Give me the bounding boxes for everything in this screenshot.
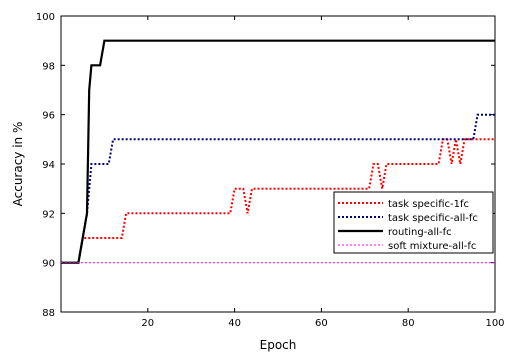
legend-label: task specific-all-fc bbox=[388, 213, 478, 224]
legend-label: routing-all-fc bbox=[388, 227, 452, 238]
y-tick-label: 88 bbox=[42, 308, 55, 319]
y-tick-label: 98 bbox=[42, 61, 55, 72]
x-tick-label: 60 bbox=[315, 318, 328, 329]
y-tick-label: 96 bbox=[42, 111, 55, 122]
series-layer bbox=[61, 39, 495, 264]
y-tick-label: 94 bbox=[42, 160, 55, 171]
series-line-task-specific-1fc bbox=[61, 138, 495, 264]
x-tick-label: 80 bbox=[402, 318, 415, 329]
y-axis-title: Accuracy in % bbox=[11, 122, 25, 207]
x-tick-label: 100 bbox=[485, 318, 504, 329]
y-axis-ticks: 88 90 92 94 96 98 100 bbox=[36, 12, 495, 319]
legend-label: soft mixture-all-fc bbox=[388, 241, 476, 252]
plot-area bbox=[60, 15, 496, 313]
series-line-routing-all-fc bbox=[61, 39, 495, 264]
x-tick-label: 20 bbox=[141, 318, 154, 329]
x-tick-label: 40 bbox=[228, 318, 241, 329]
legend-label: task specific-1fc bbox=[388, 199, 469, 210]
x-axis-ticks: 20 40 60 80 100 bbox=[141, 16, 505, 329]
legend-box bbox=[333, 191, 494, 254]
y-tick-label: 92 bbox=[42, 209, 55, 220]
x-axis-title: Epoch bbox=[260, 338, 297, 352]
y-tick-label: 90 bbox=[42, 259, 55, 270]
y-tick-label: 100 bbox=[36, 12, 55, 23]
legend: task specific-1fc task specific-all-fc rou… bbox=[333, 191, 494, 254]
